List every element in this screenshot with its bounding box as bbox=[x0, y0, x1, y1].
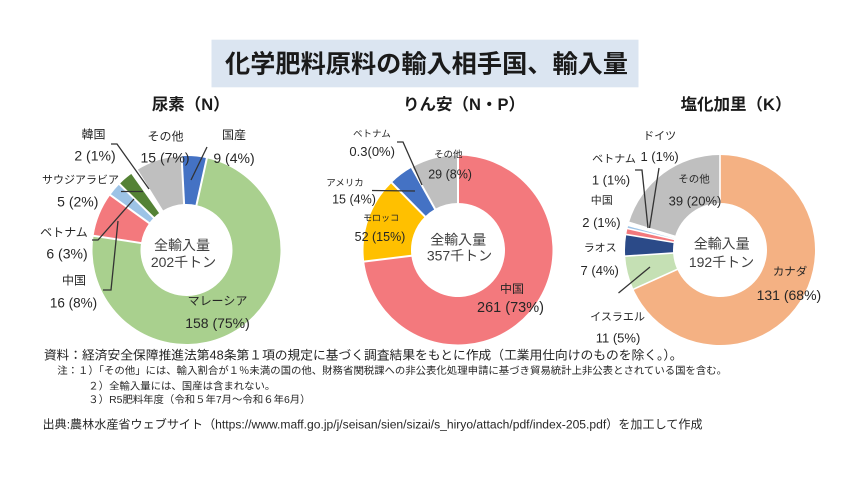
svg-text:イスラエル: イスラエル bbox=[590, 312, 645, 324]
svg-text:6 (3%): 6 (3%) bbox=[46, 245, 87, 261]
svg-text:261 (73%): 261 (73%) bbox=[477, 300, 544, 316]
svg-text:その他: その他 bbox=[678, 174, 710, 186]
svg-text:2 (1%): 2 (1%) bbox=[582, 215, 620, 230]
svg-text:192千トン: 192千トン bbox=[689, 254, 754, 270]
svg-text:化学肥料原料の輸入相手国、輸入量: 化学肥料原料の輸入相手国、輸入量 bbox=[225, 51, 628, 79]
svg-text:全輸入量: 全輸入量 bbox=[430, 231, 486, 247]
svg-text:29 (8%): 29 (8%) bbox=[428, 167, 472, 181]
svg-text:ベトナム: ベトナム bbox=[592, 153, 636, 165]
svg-text:中国: 中国 bbox=[62, 274, 86, 288]
svg-text:注：１）「その他」には、輸入割合が１％未満の国の他、財務省関: 注：１）「その他」には、輸入割合が１％未満の国の他、財務省関税課への非公表化処理… bbox=[57, 364, 727, 377]
svg-text:３）R5肥料年度（令和５年7月～令和６年6月）: ３）R5肥料年度（令和５年7月～令和６年6月） bbox=[88, 393, 310, 406]
svg-text:2 (1%): 2 (1%) bbox=[74, 147, 115, 163]
svg-text:中国: 中国 bbox=[500, 282, 524, 296]
svg-text:その他: その他 bbox=[147, 130, 183, 144]
svg-text:7 (4%): 7 (4%) bbox=[581, 263, 619, 278]
svg-text:5 (2%): 5 (2%) bbox=[57, 194, 98, 210]
svg-text:15 (7%): 15 (7%) bbox=[140, 149, 189, 165]
svg-text:中国: 中国 bbox=[591, 195, 613, 207]
svg-text:全輸入量: 全輸入量 bbox=[694, 235, 750, 251]
svg-text:9 (4%): 9 (4%) bbox=[213, 150, 254, 166]
svg-text:２）全輸入量には、国産は含まれない。: ２）全輸入量には、国産は含まれない。 bbox=[88, 380, 275, 393]
svg-text:資料：経済安全保障推進法第48条第１項の規定に基づく調査結果: 資料：経済安全保障推進法第48条第１項の規定に基づく調査結果をもとに作成（工業用… bbox=[44, 347, 683, 362]
svg-text:全輸入量: 全輸入量 bbox=[154, 237, 210, 253]
svg-text:15 (4%): 15 (4%) bbox=[332, 192, 376, 206]
svg-text:131 (68%): 131 (68%) bbox=[757, 287, 822, 303]
svg-text:韓国: 韓国 bbox=[81, 128, 105, 142]
svg-text:国産: 国産 bbox=[222, 128, 246, 142]
svg-text:塩化加里（K）: 塩化加里（K） bbox=[681, 95, 792, 114]
svg-text:0.3(0%): 0.3(0%) bbox=[349, 144, 395, 159]
svg-text:その他: その他 bbox=[434, 150, 463, 161]
svg-text:357千トン: 357千トン bbox=[427, 248, 492, 264]
svg-text:出典:農林水産省ウェブサイト（https://www.maf: 出典:農林水産省ウェブサイト（https://www.maff.go.jp/j/… bbox=[43, 417, 703, 431]
svg-text:16 (8%): 16 (8%) bbox=[50, 296, 97, 311]
svg-text:尿素（N）: 尿素（N） bbox=[152, 95, 230, 114]
svg-text:ベトナム: ベトナム bbox=[40, 226, 88, 240]
svg-text:39 (20%): 39 (20%) bbox=[669, 194, 722, 209]
svg-text:158 (75%): 158 (75%) bbox=[185, 315, 250, 331]
svg-text:52 (15%): 52 (15%) bbox=[355, 230, 406, 244]
svg-text:モロッコ: モロッコ bbox=[363, 213, 399, 223]
svg-text:りん安（N・P）: りん安（N・P） bbox=[403, 95, 525, 114]
svg-text:11 (5%): 11 (5%) bbox=[596, 330, 641, 345]
svg-text:1 (1%): 1 (1%) bbox=[640, 149, 678, 164]
svg-text:カナダ: カナダ bbox=[773, 266, 808, 279]
svg-text:ベトナム: ベトナム bbox=[353, 129, 391, 140]
svg-text:202千トン: 202千トン bbox=[151, 254, 216, 270]
svg-text:ドイツ: ドイツ bbox=[643, 130, 676, 142]
svg-text:1 (1%): 1 (1%) bbox=[592, 173, 630, 188]
svg-text:ラオス: ラオス bbox=[584, 243, 617, 255]
svg-text:サウジアラビア: サウジアラビア bbox=[42, 173, 119, 186]
svg-text:マレーシア: マレーシア bbox=[188, 294, 248, 308]
svg-text:アメリカ: アメリカ bbox=[326, 178, 364, 189]
